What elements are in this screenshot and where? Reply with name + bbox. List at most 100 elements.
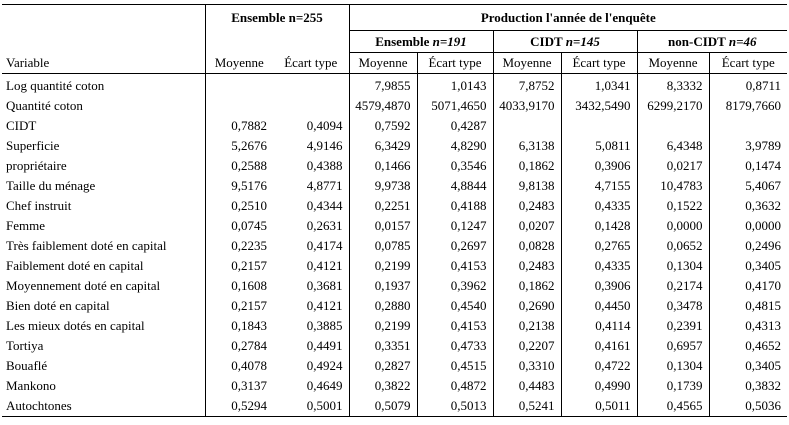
row-label: Mankono	[6, 378, 56, 393]
cell-moyenne: 0,7882	[204, 116, 273, 136]
cell-moyenne: 0,2690	[492, 296, 561, 316]
cell-ecart-type: 0,5013	[416, 396, 493, 417]
sub-cidt-label: CIDT	[530, 34, 566, 49]
table-row: Les mieux dotés en capital 0,1843 0,3885 0,…	[2, 316, 788, 336]
cell-ecart-type: 0,4153	[416, 256, 493, 276]
cell-ecart-type: 0,4121	[306, 298, 343, 313]
cell-ecart-type: 0,3906	[560, 156, 637, 176]
cell-ecart-type: 0,4540	[416, 296, 493, 316]
sub-noncidt-n: n=46	[728, 34, 757, 49]
table-row: Bien doté en capital 0,2157 0,4121 0,2880 0,…	[2, 296, 788, 316]
table-row: Log quantité coton 7,9855 1,0143 7,8752 1,03…	[2, 73, 788, 97]
cell-ecart-type	[273, 96, 349, 116]
cell-moyenne: 0,7592	[348, 116, 417, 136]
header-ensemble-total: Ensemble n=255	[204, 4, 349, 31]
header-sub-ensemble: Ensemble n=191	[348, 30, 493, 53]
cell-moyenne: 0,4565	[636, 396, 709, 417]
table-row: Quantité coton 4579,4870 5071,4650 4033,917…	[2, 96, 788, 116]
cell-ecart-type: 0,4388	[306, 158, 343, 173]
table-row: Très faiblement doté en capital 0,2235 0,4…	[2, 236, 788, 256]
cell-moyenne: 0,1608	[204, 276, 273, 296]
row-label: propriétaire	[6, 158, 67, 173]
cell-ecart-type: 0,4722	[560, 356, 637, 376]
cell-moyenne: 0,0652	[636, 236, 709, 256]
cell-ecart-type: 4,7155	[560, 176, 637, 196]
header-sub-cidt: CIDT n=145	[492, 30, 637, 53]
cell-moyenne: 7,9855	[348, 73, 417, 96]
cell-moyenne: 0,2207	[492, 336, 561, 356]
cell-moyenne: 0,2588	[204, 156, 273, 176]
cell-moyenne: 0,6957	[636, 336, 709, 356]
table-row: CIDT 0,7882 0,4094 0,7592 0,4287	[2, 116, 788, 136]
cell-ecart-type: 1,0341	[560, 73, 637, 96]
table-row: Superficie 5,2676 4,9146 6,3429 4,8290 6,3138…	[2, 136, 788, 156]
cell-ecart-type: 5,4067	[708, 176, 788, 196]
cell-ecart-type: 0,2697	[416, 236, 493, 256]
table-row: propriétaire 0,2588 0,4388 0,1466 0,3546 0,18…	[2, 156, 788, 176]
cell-ecart-type: 3,9789	[708, 136, 788, 156]
table-row: Autochtones 0,5294 0,5001 0,5079 0,5013 0,524…	[2, 396, 788, 417]
cell-moyenne: 0,1862	[492, 156, 561, 176]
cell-ecart-type: 0,4188	[416, 196, 493, 216]
cell-moyenne: 0,2157	[204, 296, 273, 316]
cell-ecart-type: 4,8290	[416, 136, 493, 156]
cell-moyenne: 0,4078	[204, 356, 273, 376]
cell-moyenne: 0,2391	[636, 316, 709, 336]
cell-ecart-type: 0,8711	[708, 73, 788, 96]
row-label: Quantité coton	[6, 98, 83, 113]
cell-ecart-type: 0,4121	[306, 258, 343, 273]
table-row: Faiblement doté en capital 0,2157 0,4121 0,…	[2, 256, 788, 276]
cell-moyenne	[204, 73, 273, 96]
cell-moyenne	[636, 116, 709, 136]
cell-ecart-type: 0,4872	[416, 376, 493, 396]
cell-ecart-type: 4,8844	[416, 176, 493, 196]
cell-moyenne: 0,2199	[348, 256, 417, 276]
table-row: Tortiya 0,2784 0,4491 0,3351 0,4733 0,2207 0,4…	[2, 336, 788, 356]
header-col-moyenne: Moyenne	[492, 52, 561, 74]
row-label: Superficie	[6, 138, 60, 153]
header-col-moyenne: Moyenne	[348, 52, 417, 74]
cell-moyenne: 0,0828	[492, 236, 561, 256]
cell-moyenne: 10,4783	[636, 176, 709, 196]
cell-ecart-type: 0,4652	[708, 336, 788, 356]
cell-ecart-type: 0,4344	[306, 198, 343, 213]
header-production-year: Production l'année de l'enquête	[348, 4, 788, 31]
cell-ecart-type: 0,3405	[708, 356, 788, 376]
cell-moyenne: 0,0207	[492, 216, 561, 236]
cell-moyenne: 0,0000	[636, 216, 709, 236]
cell-moyenne: 0,0157	[348, 216, 417, 236]
sub-ensemble-n: n=191	[432, 34, 467, 49]
cell-ecart-type	[273, 74, 349, 97]
table-row: Femme 0,0745 0,2631 0,0157 0,1247 0,0207 0,142…	[2, 216, 788, 236]
cell-ecart-type: 0,4153	[416, 316, 493, 336]
sub-cidt-n: n=145	[565, 34, 600, 49]
cell-ecart-type: 0,4990	[560, 376, 637, 396]
row-label: Tortiya	[6, 338, 44, 353]
cell-moyenne	[492, 116, 561, 136]
cell-moyenne: 0,2880	[348, 296, 417, 316]
cell-moyenne: 0,3310	[492, 356, 561, 376]
cell-moyenne: 9,5176	[204, 176, 273, 196]
cell-moyenne: 0,1466	[348, 156, 417, 176]
cell-moyenne: 0,3137	[204, 376, 273, 396]
table-row: Moyennement doté en capital 0,1608 0,3681 0…	[2, 276, 788, 296]
header-sub-noncidt: non-CIDT n=46	[636, 30, 788, 53]
cell-moyenne: 0,5079	[348, 396, 417, 417]
header-col-ecart-type: Écart type	[273, 52, 349, 74]
row-label: Bouaflé	[6, 358, 48, 373]
cell-ecart-type: 0,4170	[708, 276, 788, 296]
descriptive-statistics-table: Ensemble n=255 Production l'année de l'e…	[2, 4, 788, 417]
cell-moyenne: 0,2138	[492, 316, 561, 336]
statistics-table-container: Ensemble n=255 Production l'année de l'e…	[0, 4, 789, 417]
cell-moyenne: 0,5294	[204, 396, 273, 417]
cell-moyenne: 0,2510	[204, 196, 273, 216]
cell-moyenne: 0,3351	[348, 336, 417, 356]
cell-ecart-type: 0,1428	[560, 216, 637, 236]
cell-ecart-type: 0,4515	[416, 356, 493, 376]
cell-ecart-type: 0,4733	[416, 336, 493, 356]
table-row: Taille du ménage 9,5176 4,8771 9,9738 4,8844…	[2, 176, 788, 196]
cell-moyenne: 4579,4870	[348, 96, 417, 116]
cell-ecart-type: 0,2496	[708, 236, 788, 256]
cell-ecart-type: 8179,7660	[708, 96, 788, 116]
cell-ecart-type: 5071,4650	[416, 96, 493, 116]
